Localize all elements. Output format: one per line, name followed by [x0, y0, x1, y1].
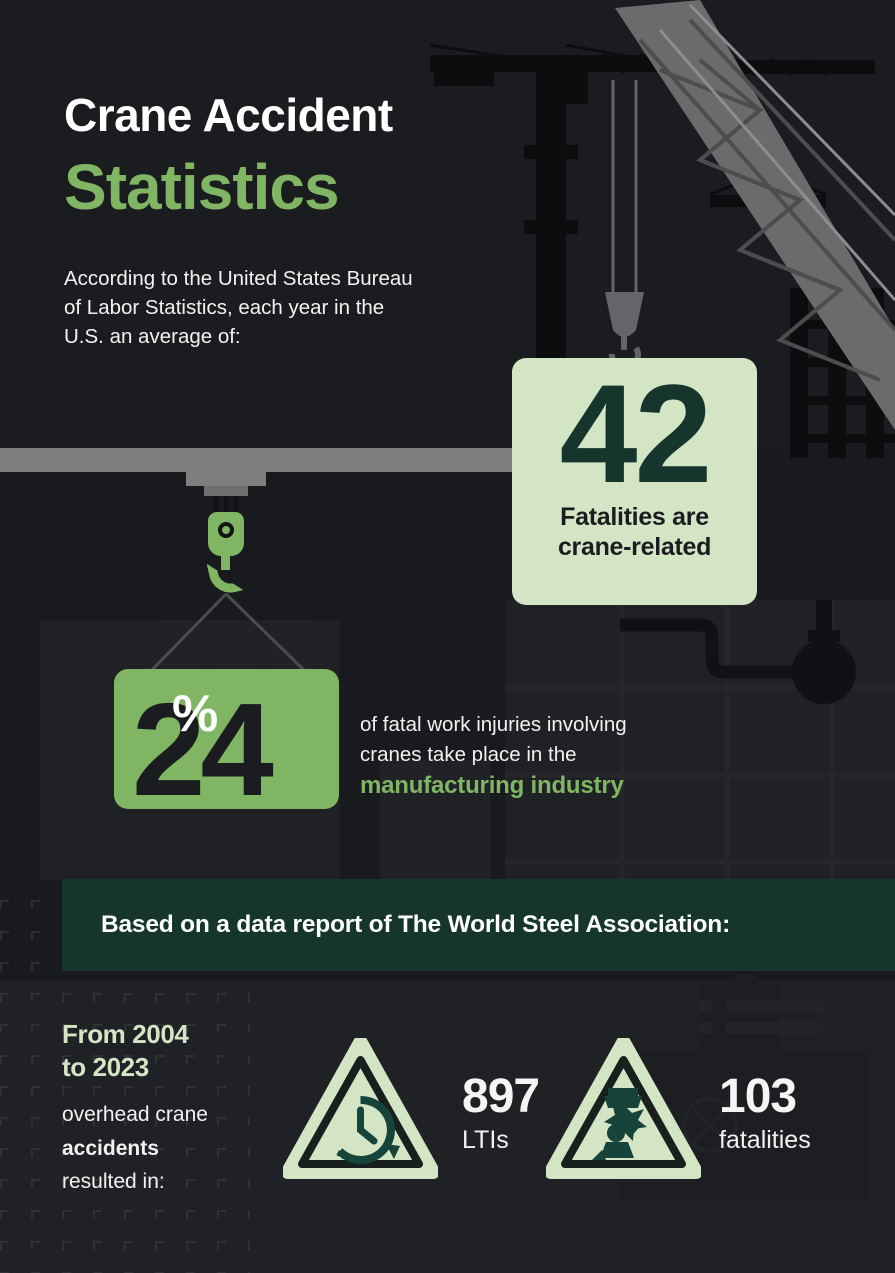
- period-line1: From 2004: [62, 1019, 189, 1049]
- stat-group-fatalities-bottom: 103 fatalities: [546, 1038, 811, 1180]
- hoist-rope-right: [234, 496, 238, 518]
- stat-caption-line1: Fatalities are: [560, 503, 709, 531]
- hoist-rope-mid: [224, 496, 228, 518]
- manufacturing-text-line1: of fatal work injuries involving: [360, 713, 627, 736]
- stat-value-24: 24: [132, 676, 274, 823]
- period-sub-bold: accidents: [62, 1136, 159, 1160]
- period-label: From 2004 to 2023: [62, 1018, 302, 1083]
- stat-label-fatalities: fatalities: [719, 1126, 811, 1155]
- period-description: overhead crane accidents resulted in:: [62, 1098, 302, 1199]
- manufacturing-description: of fatal work injuries involving cranes …: [360, 710, 760, 804]
- source-banner-text: Based on a data report of The World Stee…: [101, 911, 731, 938]
- stat-card-manufacturing: 24: [114, 669, 339, 823]
- falling-object-hazard-icon: [546, 1038, 701, 1179]
- stat-value-42: 42: [559, 355, 713, 512]
- page-title-line2: Statistics: [64, 151, 340, 223]
- stat-value-897: 897: [462, 1070, 540, 1124]
- crane-hook-eye-icon: [218, 522, 234, 538]
- source-banner: Based on a data report of The World Stee…: [62, 879, 895, 971]
- stat-group-ltis: 897 LTIs: [283, 1038, 540, 1180]
- period-sub-line1: overhead crane: [62, 1103, 208, 1126]
- stat-label-ltis: LTIs: [462, 1126, 509, 1155]
- period-line2: to 2023: [62, 1051, 149, 1082]
- stat-caption-fatalities: Fatalities are crane-related: [558, 503, 711, 562]
- hoist-trolley: [186, 472, 266, 486]
- crane-hook-shank: [221, 552, 230, 570]
- manufacturing-text-line2: cranes take place in the: [360, 742, 577, 766]
- stat-value-103: 103: [719, 1070, 797, 1124]
- stat-card-fatalities: 42 Fatalities are crane-related: [512, 358, 757, 605]
- page-title-line1: Crane Accident: [64, 89, 393, 141]
- gantry-beam: [0, 448, 512, 472]
- intro-paragraph: According to the United States Bureau of…: [64, 267, 413, 349]
- stat-caption-line2: crane-related: [557, 532, 712, 561]
- manufacturing-highlight: manufacturing industry: [360, 772, 624, 800]
- hoist-rope-left: [214, 496, 218, 518]
- period-sub-line2: resulted in:: [62, 1170, 165, 1194]
- percent-symbol: %: [172, 685, 219, 743]
- clock-hazard-icon: [283, 1038, 438, 1179]
- hoist-trolley-lower: [204, 486, 248, 496]
